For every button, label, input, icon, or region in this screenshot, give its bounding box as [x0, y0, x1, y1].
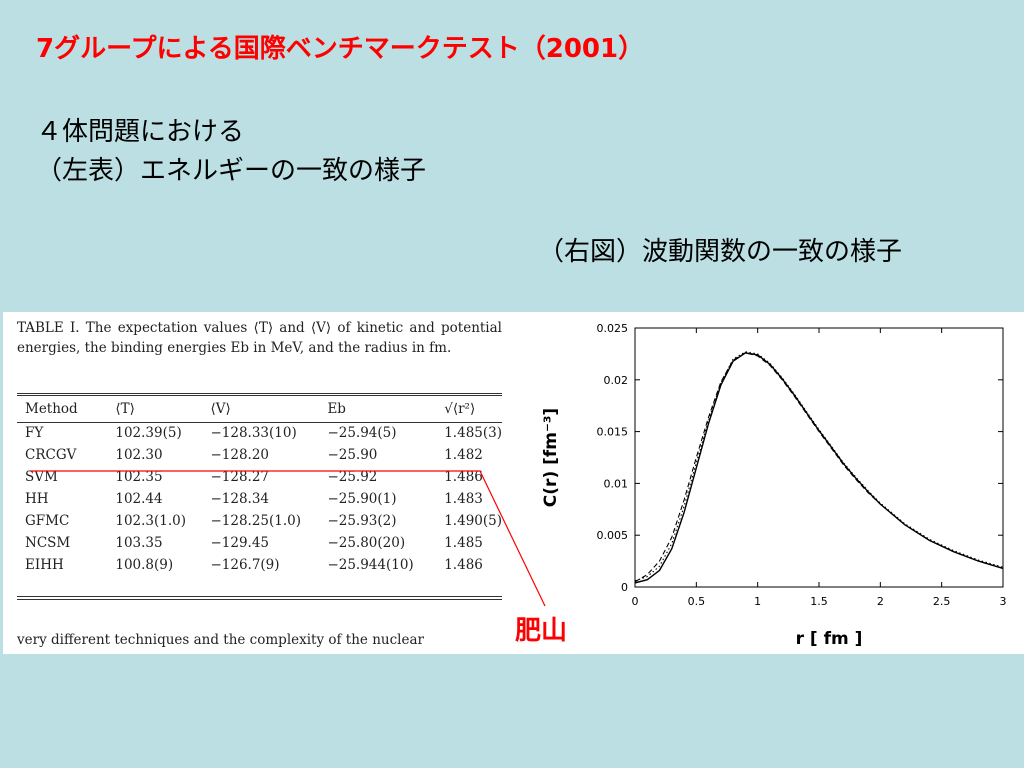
- table-top-rule-double: [17, 395, 502, 396]
- cell-radius: 1.485: [444, 535, 483, 551]
- y-tick-label: 0.015: [597, 426, 629, 439]
- cell-radius: 1.483: [444, 491, 483, 507]
- cell-t: 102.30: [115, 447, 163, 463]
- cell-eb: −25.944(10): [327, 557, 414, 573]
- series-line-solid: [634, 352, 1004, 584]
- subtitle-line-2: （左表）エネルギーの一致の様子: [36, 156, 427, 186]
- y-tick-label: 0.025: [597, 322, 629, 335]
- cell-t: 102.35: [115, 469, 163, 485]
- x-axis-label: r [ fm ]: [796, 629, 863, 649]
- cell-t: 103.35: [115, 535, 163, 551]
- cell-eb: −25.90: [327, 447, 378, 463]
- table-bottom-rule: [17, 596, 502, 597]
- cell-v: −128.33(10): [210, 425, 297, 441]
- y-tick-label: 0.01: [604, 477, 629, 490]
- y-tick-label: 0.02: [604, 374, 629, 387]
- cell-method: GFMC: [25, 513, 70, 529]
- plot-frame: [634, 327, 1004, 588]
- col-header-v: ⟨V⟩: [210, 401, 231, 417]
- cell-method: HH: [25, 491, 49, 507]
- table-top-rule: [17, 393, 502, 394]
- table-row: FY 102.39(5) −128.33(10) −25.94(5) 1.485…: [17, 422, 502, 444]
- cell-eb: −25.93(2): [327, 513, 397, 529]
- col-header-eb: Eb: [327, 401, 346, 417]
- cell-v: −126.7(9): [210, 557, 280, 573]
- cell-radius: 1.482: [444, 447, 483, 463]
- x-tick-label: 1.5: [810, 595, 828, 608]
- cell-method: FY: [25, 425, 44, 441]
- cell-method: EIHH: [25, 557, 64, 573]
- benchmark-table: Method ⟨T⟩ ⟨V⟩ Eb √⟨r²⟩ FY 102.39(5) −12…: [17, 396, 502, 576]
- table-row: CRCGV 102.30 −128.20 −25.90 1.482: [17, 444, 502, 466]
- table-row: GFMC 102.3(1.0) −128.25(1.0) −25.93(2) 1…: [17, 510, 502, 532]
- table-row: EIHH 100.8(9) −126.7(9) −25.944(10) 1.48…: [17, 554, 502, 576]
- wavefunction-chart: 0 0.5 1 1.5 2 2.5 3 0 0.005 0.01 0.015 0.02 0.025 r […: [541, 322, 1007, 649]
- cell-radius: 1.490(5): [444, 513, 502, 529]
- table-caption: TABLE I. The expectation values ⟨T⟩ and …: [17, 320, 502, 356]
- y-tick-label: 0: [621, 581, 628, 594]
- cell-v: −128.25(1.0): [210, 513, 302, 529]
- x-tick-label: 0.5: [688, 595, 706, 608]
- cell-eb: −25.94(5): [327, 425, 397, 441]
- cell-v: −128.27: [210, 469, 270, 485]
- col-header-method: Method: [25, 401, 78, 417]
- y-tick-label: 0.005: [597, 529, 629, 542]
- col-header-t: ⟨T⟩: [115, 401, 135, 417]
- right-figure-note: （右図）波動関数の一致の様子: [538, 237, 903, 267]
- cell-t: 102.44: [115, 491, 163, 507]
- cell-t: 100.8(9): [115, 557, 174, 573]
- table-header-rule: [17, 422, 502, 423]
- cell-t: 102.3(1.0): [115, 513, 187, 529]
- cell-v: −128.34: [210, 491, 270, 507]
- col-header-radius: √⟨r²⟩: [444, 401, 476, 417]
- cell-radius: 1.486: [444, 557, 483, 573]
- author-annotation: 肥山: [515, 616, 568, 646]
- table-row: HH 102.44 −128.34 −25.90(1) 1.483: [17, 488, 502, 510]
- cell-radius: 1.486: [444, 469, 483, 485]
- table-header-row: Method ⟨T⟩ ⟨V⟩ Eb √⟨r²⟩: [17, 396, 502, 422]
- y-axis-label: C(r) [fm⁻³]: [541, 408, 561, 507]
- body-text-fragment: very different techniques and the comple…: [17, 632, 424, 648]
- cell-radius: 1.485(3): [444, 425, 502, 441]
- cell-t: 102.39(5): [115, 425, 182, 441]
- cell-method: CRCGV: [25, 447, 77, 463]
- cell-eb: −25.90(1): [327, 491, 397, 507]
- x-tick-label: 2: [877, 595, 884, 608]
- series-line-dotted: [634, 351, 1004, 582]
- subtitle-line-1: ４体問題における: [36, 117, 245, 147]
- slide-title: 7グループによる国際ベンチマークテスト（2001）: [36, 34, 645, 64]
- cell-eb: −25.92: [327, 469, 378, 485]
- cell-method: SVM: [25, 469, 58, 485]
- cell-v: −128.20: [210, 447, 270, 463]
- table-bottom-rule-double: [17, 599, 502, 600]
- x-tick-label: 1: [754, 595, 761, 608]
- cell-method: NCSM: [25, 535, 71, 551]
- cell-eb: −25.80(20): [327, 535, 406, 551]
- series-line-dashed: [634, 352, 1004, 583]
- x-tick-label: 0: [632, 595, 639, 608]
- table-row: SVM 102.35 −128.27 −25.92 1.486: [17, 466, 502, 488]
- table-row: NCSM 103.35 −129.45 −25.80(20) 1.485: [17, 532, 502, 554]
- x-tick-label: 2.5: [933, 595, 951, 608]
- x-tick-label: 3: [1000, 595, 1007, 608]
- cell-v: −129.45: [210, 535, 270, 551]
